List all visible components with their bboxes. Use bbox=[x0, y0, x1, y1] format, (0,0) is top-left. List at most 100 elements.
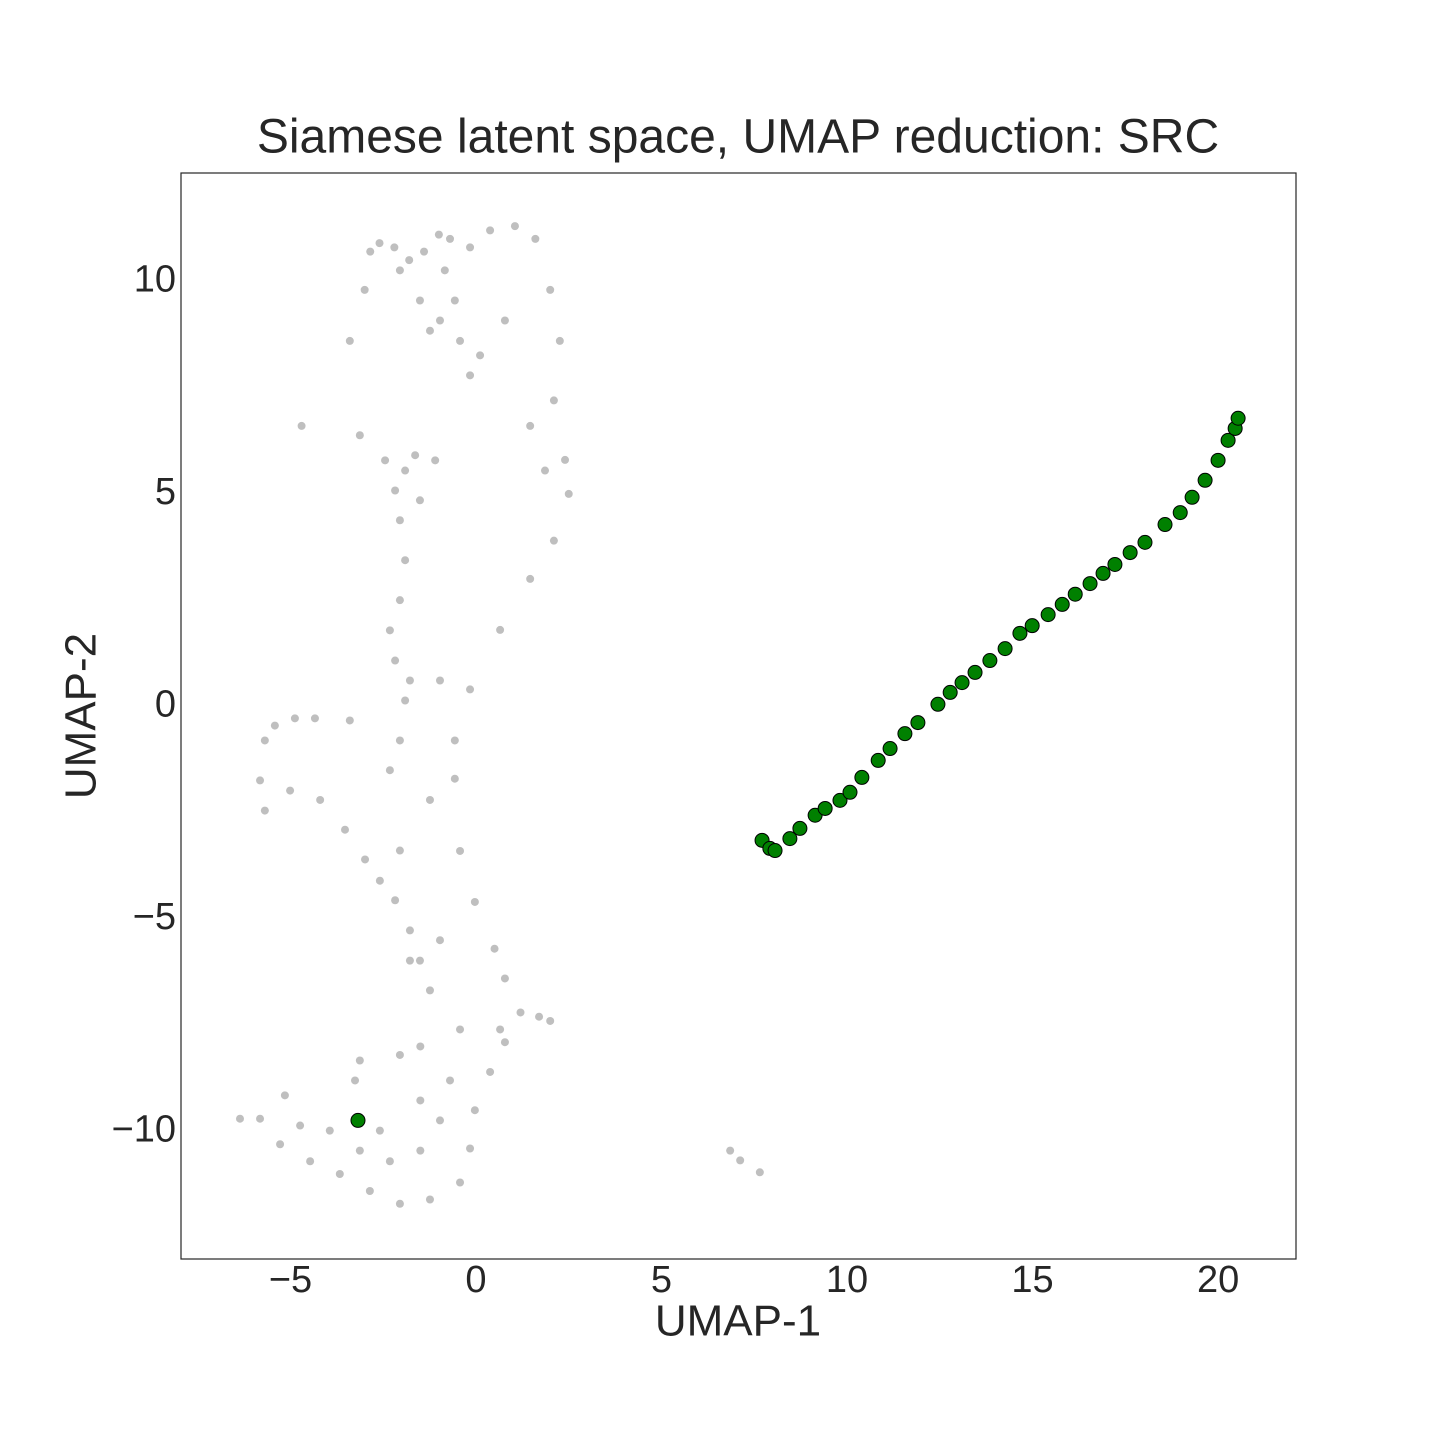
point bbox=[395, 596, 404, 605]
point bbox=[435, 936, 444, 945]
point bbox=[256, 776, 265, 785]
highlight-point bbox=[1122, 545, 1138, 561]
point bbox=[286, 786, 295, 795]
point bbox=[381, 456, 390, 465]
point bbox=[416, 1146, 425, 1155]
point bbox=[290, 714, 299, 723]
point bbox=[446, 234, 455, 243]
point bbox=[470, 897, 479, 906]
highlight-point bbox=[910, 715, 926, 731]
highlight-point bbox=[1172, 505, 1188, 521]
point bbox=[385, 1157, 394, 1166]
highlight-point bbox=[982, 653, 998, 669]
point bbox=[256, 1114, 265, 1123]
point bbox=[395, 516, 404, 525]
point bbox=[420, 247, 429, 256]
y-tick-label: −10 bbox=[112, 1109, 176, 1151]
point bbox=[450, 296, 459, 305]
x-tick-label: 15 bbox=[1011, 1259, 1053, 1301]
highlight-point bbox=[997, 641, 1013, 657]
point bbox=[395, 846, 404, 855]
x-tick-label: −5 bbox=[269, 1259, 312, 1301]
point bbox=[425, 986, 434, 995]
highlight-point bbox=[1040, 607, 1056, 623]
highlight-point bbox=[942, 684, 958, 700]
point bbox=[391, 656, 400, 665]
point bbox=[435, 1116, 444, 1125]
point bbox=[549, 396, 558, 405]
point bbox=[535, 1012, 544, 1021]
point bbox=[391, 486, 400, 495]
point bbox=[355, 1056, 364, 1065]
point bbox=[361, 855, 370, 864]
highlight-point bbox=[350, 1112, 366, 1128]
point bbox=[390, 243, 399, 252]
point bbox=[456, 336, 465, 345]
point bbox=[510, 222, 519, 231]
point bbox=[500, 974, 509, 983]
point bbox=[564, 489, 573, 498]
point bbox=[425, 1195, 434, 1204]
point bbox=[456, 1178, 465, 1187]
point bbox=[416, 1042, 425, 1051]
point bbox=[546, 1016, 555, 1025]
x-axis-label: UMAP-1 bbox=[655, 1297, 821, 1346]
point bbox=[260, 736, 269, 745]
point bbox=[395, 266, 404, 275]
highlight-point bbox=[792, 820, 808, 836]
point bbox=[526, 574, 535, 583]
point bbox=[401, 696, 410, 705]
point bbox=[496, 625, 505, 634]
highlight-point bbox=[1067, 586, 1083, 602]
x-tick-label: 5 bbox=[651, 1259, 672, 1301]
point bbox=[446, 1076, 455, 1085]
point bbox=[405, 926, 414, 935]
point bbox=[395, 1050, 404, 1059]
point bbox=[440, 266, 449, 275]
x-tick-label: 10 bbox=[826, 1259, 868, 1301]
highlight-point bbox=[854, 769, 870, 785]
highlight-point bbox=[930, 696, 946, 712]
point bbox=[375, 239, 384, 248]
highlight-point bbox=[1220, 432, 1236, 448]
point bbox=[325, 1126, 334, 1135]
highlight-point bbox=[1012, 625, 1028, 641]
highlight-point bbox=[1054, 596, 1070, 612]
point bbox=[546, 285, 555, 294]
highlight-point bbox=[817, 800, 833, 816]
point bbox=[296, 1121, 305, 1130]
point bbox=[270, 721, 279, 730]
point bbox=[555, 336, 564, 345]
point bbox=[366, 247, 375, 256]
point bbox=[516, 1008, 525, 1017]
point bbox=[375, 876, 384, 885]
point bbox=[415, 956, 424, 965]
point bbox=[540, 466, 549, 475]
point bbox=[345, 336, 354, 345]
point bbox=[260, 806, 269, 815]
highlight-point bbox=[897, 726, 913, 742]
point bbox=[276, 1140, 285, 1149]
point bbox=[405, 956, 414, 965]
point bbox=[470, 1106, 479, 1115]
point bbox=[450, 774, 459, 783]
point bbox=[425, 326, 434, 335]
highlight-point bbox=[1210, 452, 1226, 468]
point bbox=[549, 536, 558, 545]
point bbox=[531, 234, 540, 243]
point bbox=[496, 1025, 505, 1034]
point bbox=[405, 256, 414, 265]
highlight-point bbox=[1082, 576, 1098, 592]
point bbox=[726, 1146, 735, 1155]
point bbox=[434, 230, 443, 239]
point bbox=[395, 1199, 404, 1208]
highlight-point bbox=[1107, 556, 1123, 572]
highlight-point bbox=[1230, 410, 1246, 426]
point bbox=[490, 944, 499, 953]
point bbox=[435, 316, 444, 325]
highlight-point bbox=[1184, 489, 1200, 505]
point bbox=[401, 466, 410, 475]
y-tick-label: −5 bbox=[133, 896, 176, 938]
point bbox=[375, 1126, 384, 1135]
point bbox=[415, 296, 424, 305]
